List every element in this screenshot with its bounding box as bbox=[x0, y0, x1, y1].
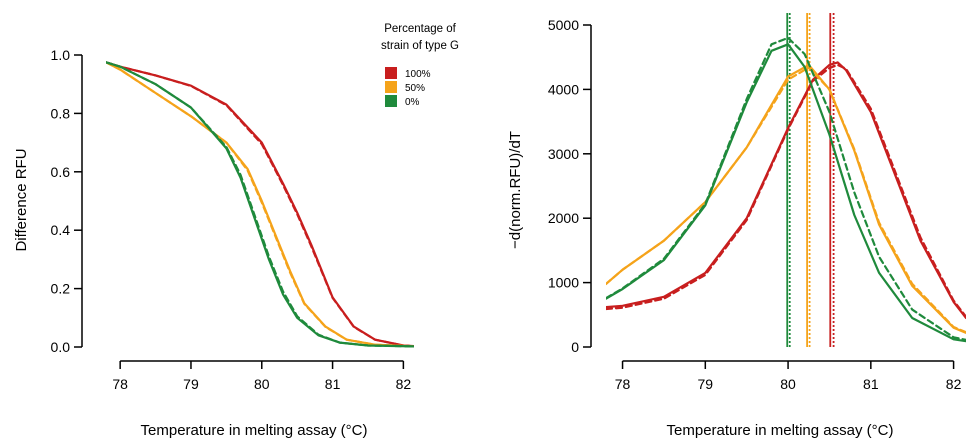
right-panel-derivative-plot: 78 79 80 81 82 0 1000 2000 3000 4000 5000 Temperat… bbox=[507, 13, 966, 439]
left-axes: 78 79 80 81 82 0.0 0.2 0.4 0.6 0.8 1.0 bbox=[51, 47, 412, 392]
left-x-axis-label: Temperature in melting assay (°C) bbox=[141, 422, 368, 439]
right-x-tick-label: 79 bbox=[698, 376, 714, 392]
left-y-tick-label: 0.0 bbox=[51, 339, 71, 355]
left-x-tick-label: 82 bbox=[396, 376, 412, 392]
right-y-tick-label: 5000 bbox=[548, 17, 579, 33]
legend-label: 50% bbox=[405, 83, 425, 94]
right-series-group bbox=[606, 36, 966, 343]
right-series-50pct-dashed bbox=[606, 66, 966, 334]
right-x-tick-label: 81 bbox=[863, 376, 879, 392]
left-y-tick-label: 0.2 bbox=[51, 281, 71, 297]
left-panel-rfu-plot: 78 79 80 81 82 0.0 0.2 0.4 0.6 0.8 1.0 Temperature… bbox=[13, 47, 414, 439]
legend-swatch bbox=[385, 67, 397, 79]
left-y-tick-label: 0.6 bbox=[51, 164, 71, 180]
right-x-axis-label: Temperature in melting assay (°C) bbox=[667, 422, 894, 439]
left-y-tick-label: 1.0 bbox=[51, 47, 71, 63]
legend-swatch bbox=[385, 81, 397, 93]
legend: Percentage of strain of type G 100% 50% 0% bbox=[381, 23, 459, 108]
left-series-0pct-solid bbox=[106, 61, 414, 348]
right-y-tick-label: 2000 bbox=[548, 210, 579, 226]
legend-swatch bbox=[385, 95, 397, 107]
left-x-tick-label: 80 bbox=[254, 376, 270, 392]
legend-title-line2: strain of type G bbox=[381, 40, 459, 52]
right-x-tick-label: 80 bbox=[780, 376, 796, 392]
legend-label: 0% bbox=[405, 97, 420, 108]
right-x-tick-label: 82 bbox=[946, 376, 962, 392]
right-series-50pct-solid bbox=[606, 63, 966, 334]
right-axes: 78 79 80 81 82 0 1000 2000 3000 4000 5000 bbox=[548, 17, 962, 392]
left-series-0pct-dashed bbox=[106, 61, 414, 348]
right-y-tick-label: 1000 bbox=[548, 275, 579, 291]
left-series-100pct-dashed bbox=[106, 61, 414, 348]
left-y-axis-label: Difference RFU bbox=[13, 148, 30, 251]
left-series-100pct-solid bbox=[106, 61, 414, 348]
left-series-50pct-solid bbox=[106, 61, 414, 348]
left-y-tick-label: 0.4 bbox=[51, 222, 71, 238]
right-y-tick-label: 0 bbox=[571, 339, 579, 355]
legend-title-line1: Percentage of bbox=[384, 23, 456, 35]
left-x-tick-label: 81 bbox=[325, 376, 341, 392]
left-series-group bbox=[106, 61, 414, 348]
right-y-axis-label: −d(norm.RFU)/dT bbox=[507, 131, 524, 249]
left-x-tick-label: 79 bbox=[183, 376, 199, 392]
legend-items: 100% 50% 0% bbox=[385, 67, 431, 108]
legend-label: 100% bbox=[405, 69, 431, 80]
right-series-100pct-solid bbox=[606, 61, 966, 320]
right-y-tick-label: 4000 bbox=[548, 81, 579, 97]
right-series-0pct-dashed bbox=[606, 36, 966, 341]
left-series-50pct-dashed bbox=[106, 61, 414, 348]
right-y-tick-label: 3000 bbox=[548, 146, 579, 162]
left-x-tick-label: 78 bbox=[112, 376, 128, 392]
right-series-100pct-dashed bbox=[606, 63, 966, 318]
right-x-tick-label: 78 bbox=[615, 376, 631, 392]
left-y-tick-label: 0.8 bbox=[51, 105, 71, 121]
right-peak-lines-group bbox=[786, 13, 835, 347]
